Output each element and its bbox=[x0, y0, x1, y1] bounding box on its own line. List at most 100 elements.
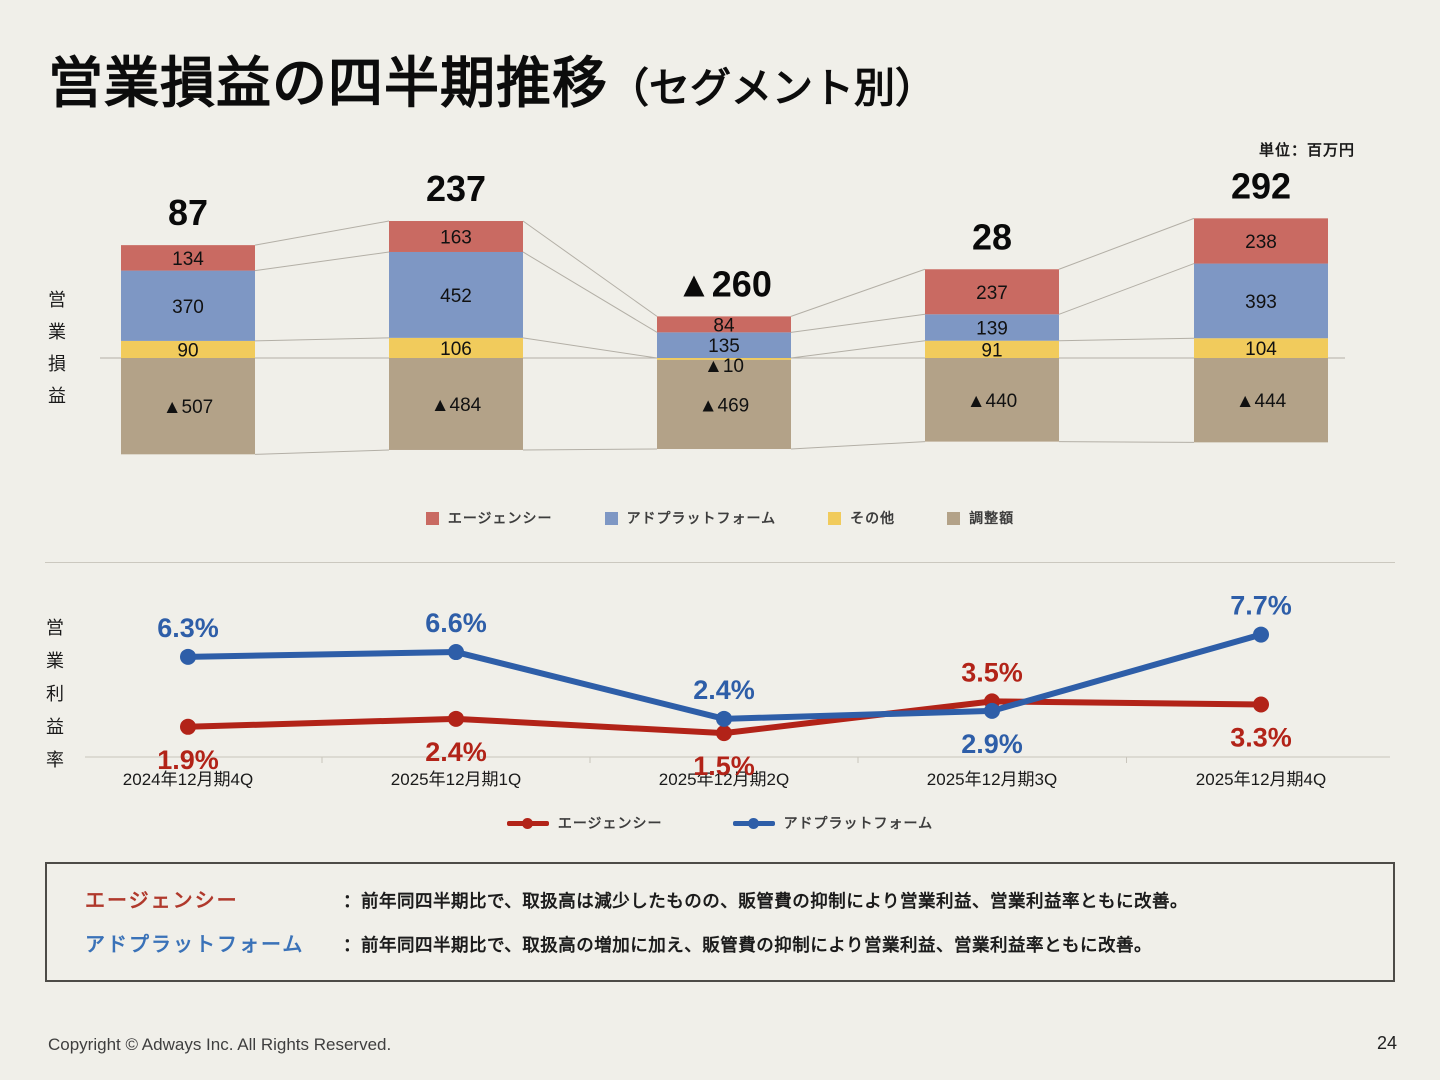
legend-item-agency: エージェンシー bbox=[425, 508, 553, 528]
line-legend-dot bbox=[521, 817, 533, 829]
bar-chart-y-axis-label: 営業損益 bbox=[48, 290, 66, 406]
commentary-label-agency: エージェンシー bbox=[85, 890, 239, 912]
bar-value-label: 370 bbox=[172, 297, 204, 318]
legend-swatch-other bbox=[828, 511, 842, 525]
bar-value-label: 135 bbox=[708, 336, 740, 357]
bar-value-label: 106 bbox=[440, 339, 472, 360]
line-chart-legend: エージェンシー アドプラットフォーム bbox=[0, 813, 1440, 833]
bar-4-segment-3 bbox=[1194, 358, 1328, 443]
commentary-box: エージェンシー ：前年同四半期比で、取扱高は減少したものの、販管費の抑制により営… bbox=[45, 862, 1395, 982]
bar-value-label: 237 bbox=[976, 283, 1008, 304]
bar-3-segment-1 bbox=[925, 314, 1059, 341]
line-value-label: 3.5% bbox=[961, 657, 1023, 687]
bar-2-segment-1 bbox=[657, 332, 791, 358]
bar-chart-legend: エージェンシー アドプラットフォーム その他 調整額 bbox=[0, 508, 1440, 528]
line-point-0 bbox=[1253, 696, 1269, 713]
connector-line bbox=[254, 337, 390, 342]
legend-label-other: その他 bbox=[850, 510, 896, 526]
stacked-bar-chart: ▲507 90 370 134 87 ▲484 106 452 163 237 ▲10 ▲469 135… bbox=[100, 165, 1345, 455]
line-value-label: 2.9% bbox=[961, 729, 1023, 759]
section-divider bbox=[45, 562, 1395, 563]
bar-0-segment-0 bbox=[121, 245, 255, 271]
connector-line bbox=[522, 337, 658, 359]
line-value-label: 1.5% bbox=[693, 751, 755, 781]
line-value-label: 3.3% bbox=[1230, 723, 1292, 753]
bar-total-label: ▲260 bbox=[676, 263, 772, 304]
line-point-0 bbox=[716, 725, 732, 742]
legend-item-adplatform: アドプラットフォーム bbox=[604, 508, 777, 528]
commentary-row-agency: エージェンシー ：前年同四半期比で、取扱高は減少したものの、販管費の抑制により営… bbox=[85, 884, 1393, 913]
line-legend-label-agency: エージェンシー bbox=[557, 815, 663, 831]
connector-line bbox=[790, 313, 926, 333]
x-axis-label: 2025年12月期3Q bbox=[927, 770, 1057, 789]
bar-0-segment-1 bbox=[121, 270, 255, 341]
connector-line bbox=[790, 441, 926, 450]
bar-4-segment-2 bbox=[1194, 338, 1328, 358]
bar-value-label: 134 bbox=[172, 249, 204, 270]
connector-line bbox=[254, 449, 390, 455]
legend-label-agency: エージェンシー bbox=[447, 510, 553, 526]
line-point-1 bbox=[984, 702, 1000, 719]
bar-value-label: ▲440 bbox=[967, 391, 1018, 412]
bar-value-label: ▲484 bbox=[431, 395, 482, 416]
bar-2-segment-0 bbox=[657, 316, 791, 333]
bar-value-label: 84 bbox=[713, 315, 735, 336]
bar-2-segment-3 bbox=[657, 359, 791, 450]
legend-swatch-adjustment bbox=[947, 511, 961, 525]
legend-swatch-adplatform bbox=[604, 511, 618, 525]
bar-2-segment-2 bbox=[657, 358, 791, 360]
page-number: 24 bbox=[1376, 1033, 1397, 1053]
connector-line bbox=[522, 251, 658, 333]
line-legend-label-adplatform: アドプラットフォーム bbox=[783, 815, 934, 831]
bar-value-label: 163 bbox=[440, 227, 472, 248]
bar-4-segment-1 bbox=[1194, 263, 1328, 339]
x-axis-label: 2025年12月期1Q bbox=[391, 770, 521, 789]
line-value-label: 2.4% bbox=[693, 675, 755, 705]
line-point-0 bbox=[180, 718, 196, 735]
connector-line bbox=[254, 220, 390, 246]
bar-total-label: 292 bbox=[1231, 165, 1291, 206]
line-value-label: 7.7% bbox=[1230, 591, 1292, 621]
line-legend-item-agency: エージェンシー bbox=[506, 813, 663, 833]
bar-1-segment-2 bbox=[389, 337, 523, 358]
connector-line bbox=[522, 220, 658, 317]
line-value-label: 1.9% bbox=[157, 745, 219, 775]
bar-1-segment-1 bbox=[389, 251, 523, 338]
line-value-label: 6.3% bbox=[157, 613, 219, 643]
legend-item-adjustment: 調整額 bbox=[947, 508, 1014, 528]
copyright: Copyright © Adways Inc. All Rights Reser… bbox=[48, 1035, 392, 1054]
line-point-1 bbox=[1253, 626, 1269, 643]
connector-line bbox=[254, 251, 390, 272]
line-point-1 bbox=[448, 644, 464, 661]
legend-label-adplatform: アドプラットフォーム bbox=[626, 510, 777, 526]
legend-label-adjustment: 調整額 bbox=[969, 510, 1015, 526]
line-point-0 bbox=[448, 710, 464, 727]
bar-value-label: ▲469 bbox=[699, 395, 750, 416]
bar-3-segment-2 bbox=[925, 340, 1059, 358]
line-value-label: 2.4% bbox=[425, 737, 487, 767]
line-legend-item-adplatform: アドプラットフォーム bbox=[732, 813, 934, 833]
bar-value-label: ▲10 bbox=[704, 356, 744, 377]
page-title-paren: （セグメント別） bbox=[608, 65, 937, 111]
bar-value-label: 452 bbox=[440, 286, 472, 307]
commentary-row-adplatform: アドプラットフォーム ：前年同四半期比で、取扱高の増加に加え、販管費の抑制により… bbox=[85, 928, 1393, 957]
line-point-1 bbox=[180, 648, 196, 665]
connector-line bbox=[1058, 441, 1195, 443]
connector-line bbox=[790, 268, 926, 317]
bar-value-label: 90 bbox=[177, 340, 198, 361]
line-value-label: 6.6% bbox=[425, 608, 487, 638]
page-title: 営業損益の四半期推移（セグメント別） bbox=[48, 38, 936, 118]
connector-line bbox=[1058, 337, 1195, 342]
connector-line bbox=[790, 340, 926, 359]
x-axis-label: 2025年12月期4Q bbox=[1196, 770, 1326, 789]
bar-4-segment-0 bbox=[1194, 218, 1328, 264]
unit-label: 単位：百万円 bbox=[1258, 142, 1355, 159]
page-title-main: 営業損益の四半期推移 bbox=[48, 52, 609, 114]
bar-total-label: 87 bbox=[168, 192, 208, 233]
commentary-label-adplatform: アドプラットフォーム bbox=[85, 934, 305, 956]
x-axis-label: 2025年12月期2Q bbox=[659, 770, 789, 789]
legend-swatch-agency bbox=[425, 511, 439, 525]
bar-value-label: 104 bbox=[1245, 339, 1277, 360]
commentary-text-agency: ：前年同四半期比で、取扱高は減少したものの、販管費の抑制により営業利益、営業利益… bbox=[343, 891, 1188, 911]
